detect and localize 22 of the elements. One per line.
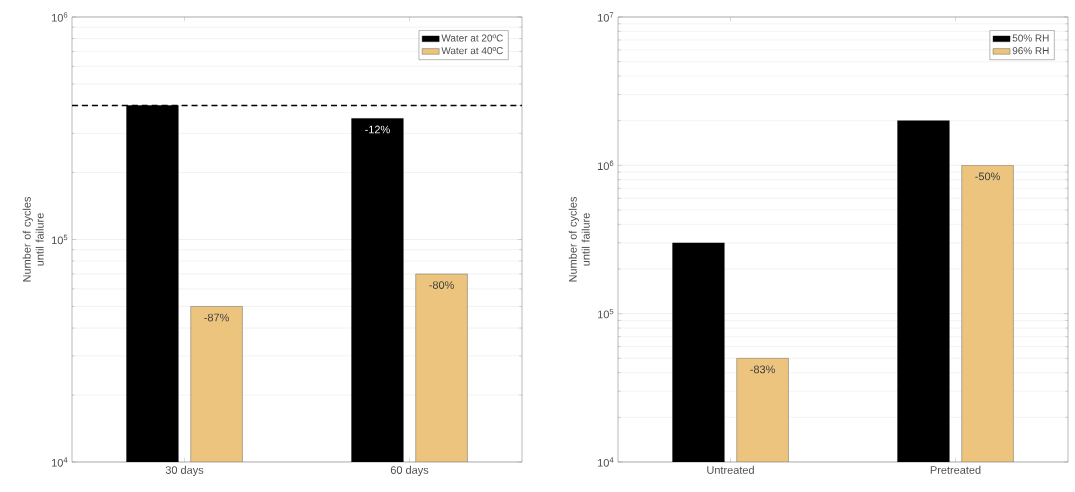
- y-tick-label: 10$^{4}$: [52, 457, 68, 467]
- legend-label: 50% RH: [1012, 34, 1049, 42]
- legend-label: Water at 40ºC: [441, 47, 503, 55]
- annotation: -12%: [365, 125, 390, 134]
- legend-label: 96% RH: [1012, 47, 1049, 55]
- annotation: -83%: [750, 365, 775, 374]
- y-axis-title: Number of cycles until failure: [568, 196, 590, 282]
- annotation: -50%: [975, 172, 1000, 181]
- y-tick-label: 10$^{7}$: [598, 12, 614, 22]
- y-tick-label: 10$^{4}$: [598, 457, 614, 467]
- x-tick-label: 60 days: [390, 465, 429, 477]
- y-tick-label: 10$^{6}$: [52, 12, 68, 22]
- y-tick-label: 10$^{6}$: [598, 160, 614, 171]
- x-tick-label: Pretreated: [930, 465, 981, 474]
- x-tick-label: 30 days: [165, 465, 204, 477]
- annotation: -87%: [204, 313, 229, 322]
- y-tick-label: 10$^{5}$: [598, 308, 614, 319]
- y-axis-title: Number of cycles until failure: [22, 196, 44, 282]
- legend-label: Water at 20ºC: [441, 34, 503, 42]
- y-tick-label: 10$^{5}$: [52, 234, 68, 245]
- annotation: -80%: [429, 281, 454, 289]
- x-tick-label: Untreated: [707, 465, 754, 474]
